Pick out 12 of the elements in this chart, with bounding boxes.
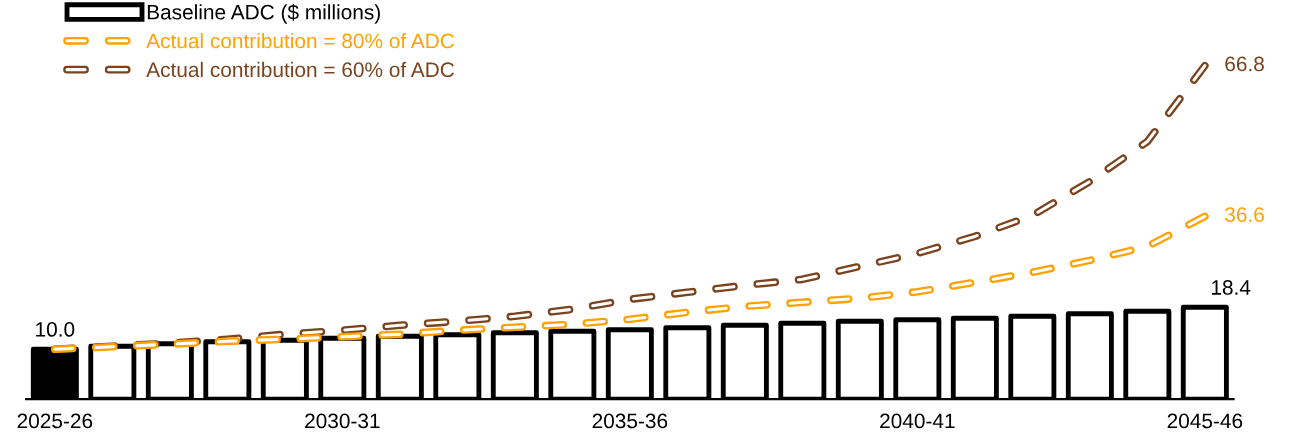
x-tick-label: 2040-41 <box>880 413 955 429</box>
legend-label: Actual contribution = 60% of ADC <box>146 61 455 78</box>
legend-label: Baseline ADC ($ millions) <box>147 3 380 24</box>
data-label: 36.6 <box>1225 207 1264 223</box>
x-tick-label: 2035-36 <box>592 413 668 429</box>
data-label: 18.4 <box>1211 280 1251 295</box>
data-label: 66.8 <box>1225 56 1264 72</box>
x-tick-label: 2030-31 <box>305 413 380 429</box>
x-tick-label: 2025-26 <box>17 413 93 429</box>
legend-label: Actual contribution = 80% of ADC <box>146 33 455 49</box>
data-label: 10.0 <box>36 322 75 337</box>
x-tick-label: 2045-46 <box>1167 413 1243 429</box>
